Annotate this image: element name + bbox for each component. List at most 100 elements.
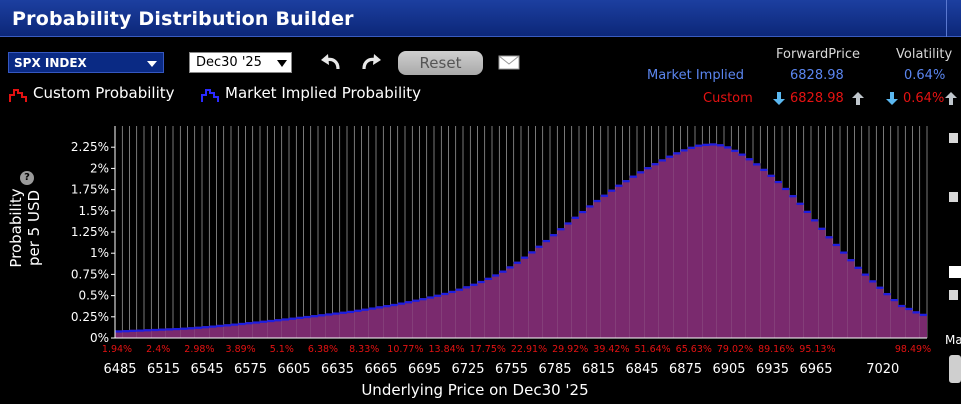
probability-bar	[651, 163, 659, 338]
probability-bar	[492, 274, 500, 338]
probability-bar-top	[470, 283, 478, 286]
x-tick-label: 6785	[538, 362, 571, 377]
probability-chart[interactable]: 0% 0.25% 0.5% 0.75% 1% 1.25% 1.5% 1.75% 2% 2.25% 1…	[0, 110, 942, 380]
cumulative-label: 39.42%	[593, 344, 629, 355]
probability-bar-top	[869, 280, 877, 283]
chevron-down-icon	[277, 60, 287, 67]
x-tick-label: 6755	[495, 362, 528, 377]
probability-bar	[383, 305, 391, 338]
probability-bar	[593, 199, 601, 338]
probability-bar-top	[876, 286, 884, 289]
probability-bar	[687, 146, 695, 338]
title-bar-separator	[946, 0, 961, 37]
cumulative-label: 2.98%	[184, 344, 214, 355]
probability-bar-top	[136, 329, 144, 332]
probability-bar-top	[216, 324, 224, 328]
probability-bar-top	[629, 175, 637, 178]
probability-bar	[231, 323, 239, 338]
probability-bar-top	[506, 266, 514, 269]
probability-bar-top	[811, 219, 819, 222]
side-checkbox[interactable]	[949, 290, 958, 300]
probability-bar	[325, 313, 333, 338]
probability-bar-top	[376, 306, 384, 309]
probability-bar-top	[542, 239, 550, 243]
probability-bar-top	[354, 309, 362, 312]
cumulative-label: 1.94%	[102, 344, 132, 355]
probability-bar-top	[484, 277, 492, 280]
x-tick-label: 6965	[799, 362, 832, 377]
reset-button[interactable]: Reset	[398, 51, 483, 75]
probability-bar-top	[695, 144, 703, 147]
probability-bar	[782, 187, 790, 338]
arrow-down-icon[interactable]	[773, 91, 785, 106]
probability-bar-top	[303, 315, 311, 319]
redo-icon[interactable]	[358, 51, 384, 75]
custom-probability-icon	[9, 89, 27, 102]
probability-bar	[912, 311, 920, 338]
undo-icon[interactable]	[318, 51, 344, 75]
side-button[interactable]	[949, 355, 961, 383]
probability-bar-top	[434, 294, 442, 297]
probability-bar	[368, 307, 376, 338]
probability-bar	[339, 311, 347, 338]
ticker-value: SPX INDEX	[14, 56, 87, 70]
mail-icon[interactable]	[498, 55, 520, 70]
legend-custom: Custom Probability	[33, 84, 175, 102]
arrow-up-icon[interactable]	[945, 91, 957, 106]
probability-bar	[767, 174, 775, 338]
probability-bar	[840, 251, 848, 338]
probability-bar-top	[513, 261, 521, 264]
probability-bar-top	[571, 216, 579, 219]
probability-bar	[173, 327, 181, 338]
probability-bar-top	[165, 328, 173, 331]
probability-bar	[898, 304, 906, 338]
probability-bar	[412, 299, 420, 338]
probability-bar	[209, 325, 217, 338]
side-checkbox[interactable]	[949, 266, 961, 278]
probability-bar	[818, 227, 826, 338]
probability-bar-top	[557, 228, 565, 231]
probability-bar	[608, 189, 616, 338]
probability-bar-top	[405, 301, 413, 304]
probability-bar-top	[477, 280, 485, 284]
probability-bar-top	[412, 299, 420, 302]
x-tick-label: 6905	[712, 362, 745, 377]
y-tick-label: 1.5%	[79, 204, 110, 218]
x-tick-label: 6635	[321, 362, 354, 377]
probability-bar-top	[550, 234, 558, 237]
probability-bar-top	[260, 320, 268, 323]
probability-bar-top	[905, 307, 913, 311]
probability-bar	[528, 251, 536, 338]
probability-bar-top	[115, 330, 123, 333]
probability-bar	[622, 180, 630, 338]
probability-bar-top	[854, 266, 862, 269]
arrow-down-icon[interactable]	[886, 91, 898, 106]
side-checkbox[interactable]	[949, 192, 958, 202]
probability-bar-top	[818, 227, 826, 230]
probability-bar-top	[673, 152, 681, 155]
probability-bar-top	[209, 325, 217, 328]
side-checkbox[interactable]	[949, 133, 958, 143]
probability-bar-top	[789, 195, 797, 198]
arrow-up-icon[interactable]	[852, 91, 864, 106]
probability-bar-top	[419, 298, 427, 301]
ticker-dropdown[interactable]: SPX INDEX	[8, 52, 164, 73]
probability-bar	[129, 329, 137, 338]
probability-bar	[405, 301, 413, 338]
x-tick-label: 6845	[625, 362, 658, 377]
volatility-header: Volatility	[896, 47, 953, 62]
probability-bar-top	[441, 292, 449, 296]
x-tick-label: 6605	[277, 362, 310, 377]
probability-bar	[876, 286, 884, 338]
cumulative-label: 51.64%	[634, 344, 670, 355]
forward-price-header: ForwardPrice	[776, 47, 860, 62]
help-icon[interactable]: ?	[20, 171, 34, 185]
probability-bar	[434, 294, 442, 338]
probability-bar	[477, 280, 485, 338]
probability-bar-top	[847, 259, 855, 262]
probability-bar	[811, 219, 819, 338]
probability-bar	[144, 329, 152, 338]
expiry-dropdown[interactable]: Dec30 '25	[189, 52, 292, 73]
title-bar: Probability Distribution Builder	[0, 0, 961, 37]
probability-bar	[644, 167, 652, 338]
